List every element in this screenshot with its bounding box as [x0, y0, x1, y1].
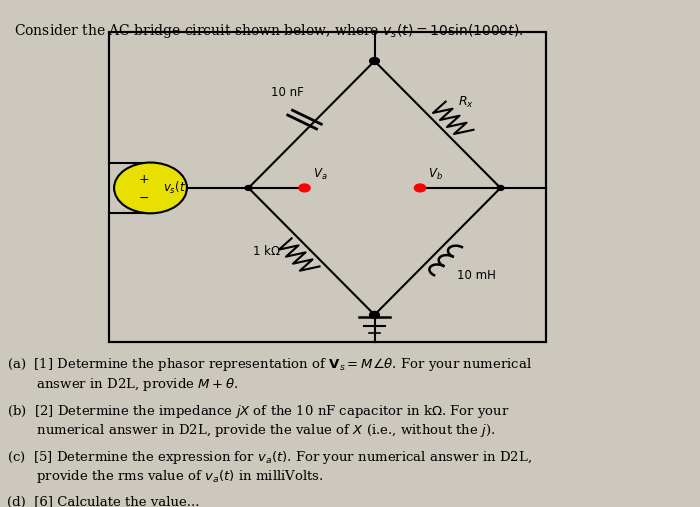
Circle shape — [497, 186, 504, 190]
Text: $V_a$: $V_a$ — [313, 167, 328, 182]
Circle shape — [299, 184, 310, 192]
Circle shape — [414, 184, 426, 192]
Text: −: − — [139, 192, 148, 205]
Text: Consider the AC bridge circuit shown below, where $v_s(t) = 10\sin(1000t)$.: Consider the AC bridge circuit shown bel… — [14, 22, 524, 40]
Text: (a)  [1] Determine the phasor representation of $\mathbf{V}_s = M\angle\theta$. : (a) [1] Determine the phasor representat… — [7, 356, 532, 393]
Text: $v_s(t)$: $v_s(t)$ — [163, 180, 190, 196]
Circle shape — [370, 58, 379, 64]
Text: 10 nF: 10 nF — [271, 86, 303, 99]
Text: +: + — [138, 173, 149, 186]
Text: $R_x$: $R_x$ — [458, 95, 473, 110]
Text: 1 k$\Omega$: 1 k$\Omega$ — [252, 244, 280, 259]
Text: (c)  [5] Determine the expression for $v_a(t)$. For your numerical answer in D2L: (c) [5] Determine the expression for $v_… — [7, 449, 532, 486]
Circle shape — [370, 311, 379, 318]
Text: (b)  [2] Determine the impedance $jX$ of the 10 nF capacitor in k$\Omega$. For y: (b) [2] Determine the impedance $jX$ of … — [7, 403, 510, 439]
Circle shape — [114, 163, 187, 213]
Text: $V_b$: $V_b$ — [428, 167, 443, 182]
Text: 10 mH: 10 mH — [456, 269, 496, 282]
Circle shape — [245, 186, 252, 190]
Text: (d)  [6] Calculate the value...: (d) [6] Calculate the value... — [7, 495, 199, 507]
